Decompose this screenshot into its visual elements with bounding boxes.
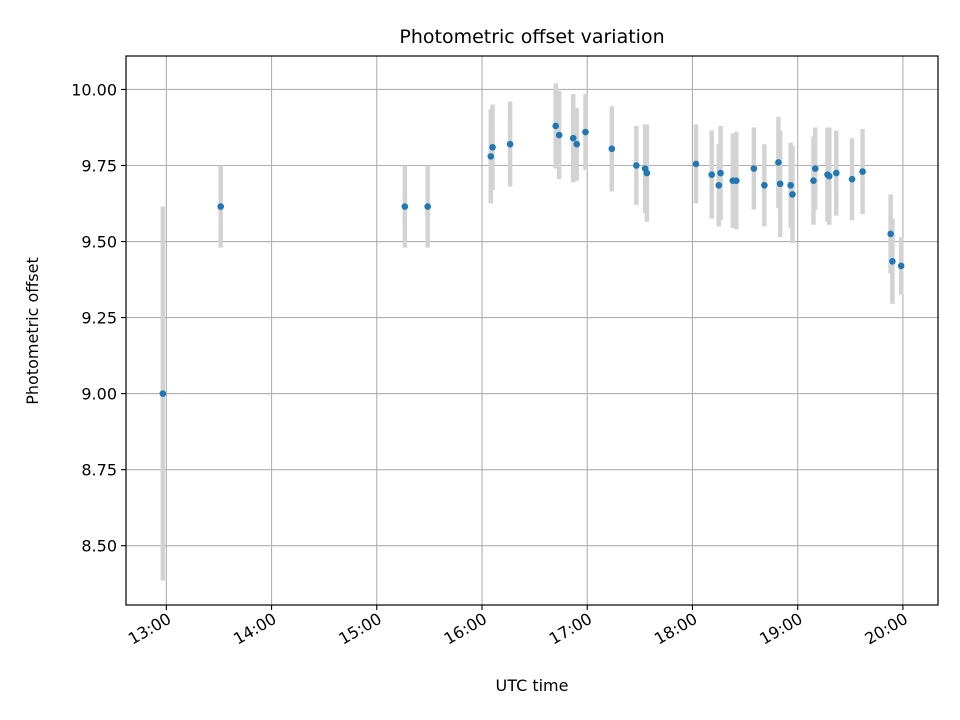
data-point (825, 172, 833, 180)
data-point (692, 160, 700, 168)
data-point (811, 165, 819, 172)
y-tick-label: 9.50 (81, 233, 117, 252)
data-point (159, 390, 167, 397)
data-point (776, 180, 784, 188)
x-axis-title: UTC time (496, 676, 569, 695)
plot-frame (125, 55, 939, 606)
data-point (633, 162, 640, 169)
data-point (733, 177, 740, 185)
data-point (832, 169, 840, 177)
y-tick-label: 9.00 (81, 385, 117, 404)
y-tick-label: 8.50 (81, 537, 117, 556)
data-point (573, 140, 581, 148)
data-point (887, 230, 894, 238)
grid (126, 56, 938, 605)
data-point (569, 134, 577, 142)
data-point (489, 143, 496, 151)
data-point (859, 168, 866, 175)
data-point (506, 140, 514, 148)
data-point (848, 175, 856, 183)
data-point (217, 203, 225, 210)
data-point (582, 128, 589, 136)
data-point (761, 181, 768, 189)
y-axis-title: Photometric offset (23, 257, 42, 405)
data-point (608, 145, 616, 153)
data-point (715, 181, 723, 189)
data-point (787, 181, 794, 189)
data-point (717, 169, 724, 177)
data-point (401, 203, 409, 210)
y-tick-label: 9.25 (81, 309, 117, 328)
y-tick-label: 10.00 (71, 80, 117, 99)
data-point (708, 171, 716, 178)
data-points (159, 122, 905, 397)
data-point (810, 177, 817, 185)
y-tick-label: 8.75 (81, 461, 117, 480)
data-point (889, 258, 896, 265)
data-point (897, 262, 905, 270)
data-point (487, 153, 495, 160)
chart-title: Photometric offset variation (399, 26, 664, 48)
data-point (789, 191, 796, 198)
data-point (750, 165, 758, 172)
data-point (643, 169, 651, 177)
y-tick-label: 9.75 (81, 156, 117, 175)
data-point (555, 131, 563, 139)
data-point (775, 159, 782, 166)
data-point (424, 203, 431, 210)
data-point (552, 122, 559, 130)
